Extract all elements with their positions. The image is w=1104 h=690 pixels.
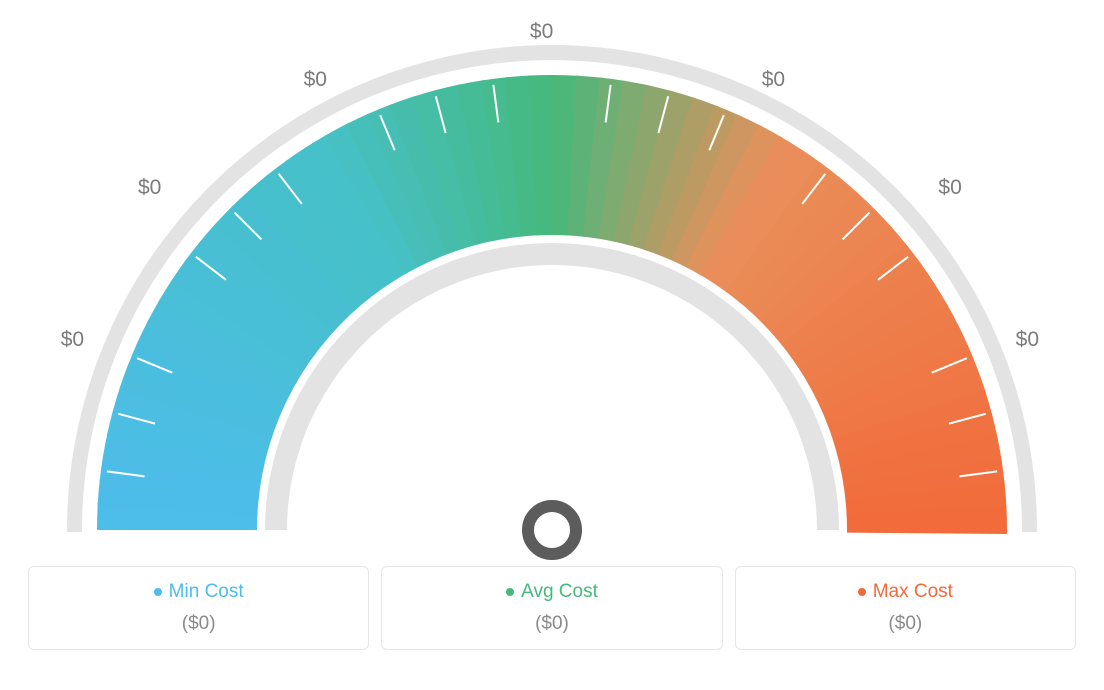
scale-label: $0 [138,176,161,200]
legend-value: ($0) [746,613,1065,635]
scale-label: $0 [1016,328,1039,352]
legend-box: Max Cost ($0) [735,566,1076,650]
gauge-area: $0 $0 $0 $0 $0 $0 $0 [0,0,1104,560]
legend-dot-icon [506,588,514,596]
legend-box: Avg Cost ($0) [381,566,722,650]
scale-label: $0 [762,68,785,92]
legend-label-text: Max Cost [873,581,953,603]
legend-label: Max Cost [858,581,953,603]
legend-label-text: Avg Cost [521,581,598,603]
scale-label: $0 [530,20,553,44]
scale-label: $0 [61,328,84,352]
legend-box: Min Cost ($0) [28,566,369,650]
legend-row: Min Cost ($0) Avg Cost ($0) Max Cost ($0) [0,566,1104,650]
cost-gauge-widget: $0$0$0$0$0$0$0 Min Cost($0)Avg Cost($0)M… [0,0,1104,690]
legend-value: ($0) [39,613,358,635]
legend-dot-icon [154,588,162,596]
legend-label-text: Min Cost [169,581,244,603]
legend-label: Min Cost [154,581,244,603]
gauge-hub [528,506,576,554]
legend-dot-icon [858,588,866,596]
gauge-svg [52,10,1052,570]
legend-label: Avg Cost [506,581,598,603]
gauge-needle [548,270,552,538]
legend-value: ($0) [392,613,711,635]
scale-label: $0 [304,68,327,92]
scale-label: $0 [938,176,961,200]
